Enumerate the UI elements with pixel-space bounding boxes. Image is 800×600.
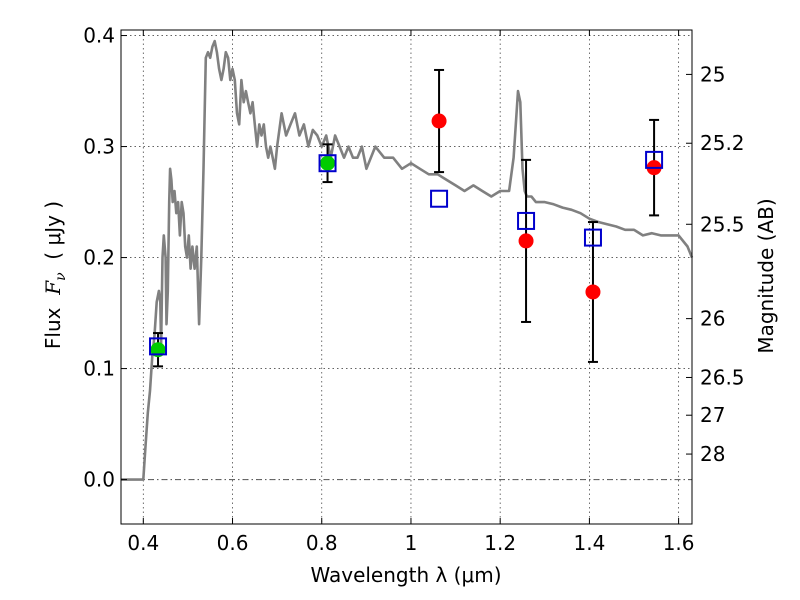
y-axis-label-suffix: ( μJy ) [41, 201, 65, 273]
model-point [318, 154, 337, 173]
measured-point [320, 155, 336, 171]
measured-point [518, 233, 534, 249]
model-point [430, 189, 449, 208]
tick-labels: 0.4 0.6 0.8 1 1.2 1.4 1.6 0.0 0.1 0.2 0.3 0.4 25 25.2… [83, 24, 744, 555]
model-spectrum [121, 39, 694, 481]
x-axis-label: Wavelength λ (μm) [310, 563, 501, 587]
measured-point [585, 284, 601, 300]
right-tick-label: 26 [700, 307, 725, 331]
grid-lines [121, 30, 692, 524]
right-tick-label: 25.5 [700, 212, 745, 236]
model-point [583, 228, 602, 247]
model-point [645, 150, 664, 169]
x-tick-label: 0.4 [127, 531, 159, 555]
x-tick-label: 0.6 [217, 531, 249, 555]
right-tick-label: 26.5 [700, 365, 745, 389]
error-bars [153, 68, 660, 368]
plot-frame [120, 29, 693, 525]
y-axis-label-subscript: ν [53, 272, 69, 281]
y-tick-label: 0.1 [83, 357, 115, 381]
right-tick-label: 25 [700, 62, 725, 86]
x-tick-label: 1.6 [663, 531, 695, 555]
right-tick-label: 28 [700, 442, 725, 466]
y-tick-label: 0.3 [83, 135, 115, 159]
spectrum-line [121, 39, 694, 481]
right-tick-label: 27 [700, 403, 725, 427]
right-tick-label: 25.2 [700, 131, 745, 155]
model-point [149, 337, 168, 356]
y-tick-label: 0.0 [83, 468, 115, 492]
x-tick-label: 0.8 [306, 531, 338, 555]
y-axis-label-right: Magnitude (AB) [754, 198, 778, 353]
model-point [517, 211, 536, 230]
axis-ticks [121, 30, 692, 524]
x-tick-label: 1 [405, 531, 418, 555]
x-tick-label: 1.2 [484, 531, 516, 555]
x-tick-label: 1.4 [573, 531, 605, 555]
y-axis-label-symbol: F [41, 280, 65, 296]
y-tick-label: 0.4 [83, 24, 115, 48]
data-points [149, 113, 664, 358]
measured-point [431, 113, 447, 129]
y-axis-label-prefix: Flux [41, 295, 65, 349]
y-axis-label-left: Flux Fν ( μJy ) [41, 201, 69, 349]
y-tick-label: 0.2 [83, 246, 115, 270]
